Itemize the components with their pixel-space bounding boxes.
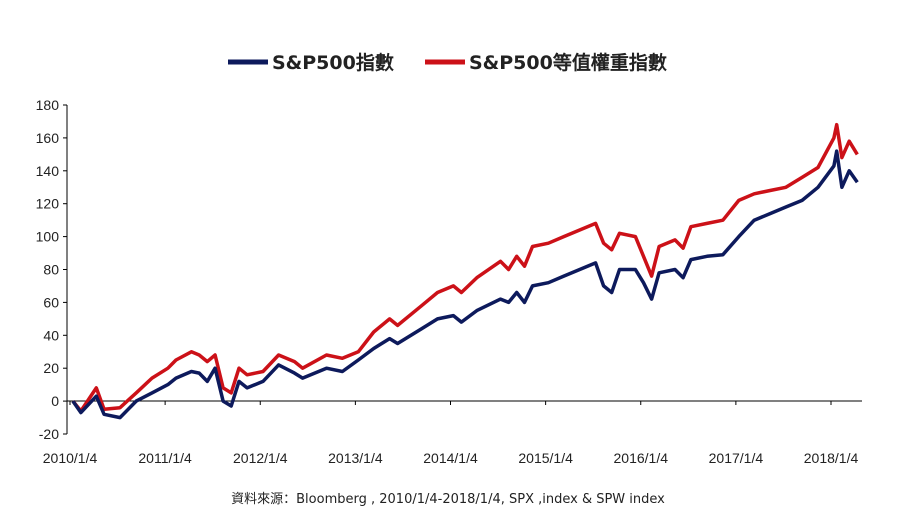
y-tick-label: 40 — [43, 327, 59, 343]
y-tick-label: 180 — [36, 97, 60, 113]
series-line-spx — [71, 149, 859, 420]
legend-label-spx: S&P500指數 — [272, 52, 394, 74]
y-tick-label: 120 — [36, 196, 60, 212]
x-tick-label: 2015/1/4 — [518, 450, 573, 466]
x-tick-label: 2017/1/4 — [709, 450, 764, 466]
y-ticks: -20 0 20 40 60 80 100 120 140 160 180 — [36, 97, 67, 442]
x-tick-label: 2012/1/4 — [233, 450, 288, 466]
y-tick-label: -20 — [39, 426, 59, 442]
series-lines — [71, 122, 859, 420]
x-tick-label: 2014/1/4 — [423, 450, 478, 466]
y-tick-label: 60 — [43, 294, 59, 310]
x-tick-label: 2016/1/4 — [614, 450, 669, 466]
series-line-spw — [71, 122, 859, 413]
y-tick-label: 140 — [36, 163, 60, 179]
y-tick-label: 0 — [51, 393, 59, 409]
x-ticks: 2010/1/4 2011/1/4 2012/1/4 2013/1/4 2014/1/4… — [43, 401, 859, 466]
x-tick-label: 2018/1/4 — [804, 450, 859, 466]
legend: S&P500指數 S&P500等值權重指數 — [228, 51, 667, 74]
y-tick-label: 160 — [36, 130, 60, 146]
y-tick-label: 80 — [43, 262, 59, 278]
legend-label-spw: S&P500等值權重指數 — [469, 51, 667, 74]
x-tick-label: 2013/1/4 — [328, 450, 383, 466]
x-tick-label: 2010/1/4 — [43, 450, 98, 466]
x-tick-label: 2011/1/4 — [138, 450, 192, 466]
y-tick-label: 100 — [36, 229, 60, 245]
y-tick-label: 20 — [43, 360, 59, 376]
source-note: 資料來源：Bloomberg , 2010/1/4-2018/1/4, SPX … — [231, 492, 665, 507]
